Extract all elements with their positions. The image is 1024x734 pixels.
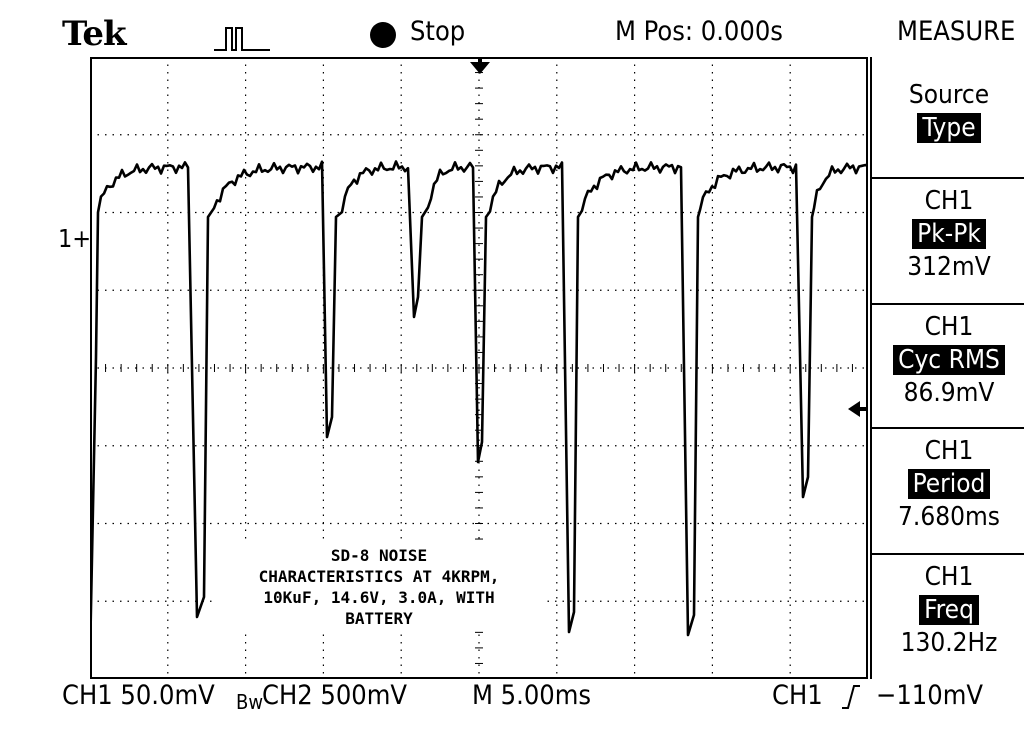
measurement-4-button[interactable]: CH1 Freq 130.2Hz [872, 561, 1024, 659]
measurement-2-button[interactable]: CH1 Cyc RMS 86.9mV [872, 311, 1024, 409]
measurement-3-button[interactable]: CH1 Period 7.680ms [872, 435, 1024, 533]
run-state: Stop [410, 16, 466, 47]
measurement-value: 312mV [907, 252, 991, 282]
ch1-waveform [90, 160, 868, 658]
measure-side-menu: Source Type CH1 Pk-Pk 312mV CH1 Cyc RMS … [870, 57, 1024, 679]
timebase: M 5.00ms [472, 680, 592, 711]
trigger-level: −110mV [876, 680, 983, 711]
annotation-line: CHARACTERISTICS AT 4KRPM, [258, 567, 500, 586]
measurement-source: CH1 [924, 186, 974, 216]
menu-divider [872, 177, 1024, 179]
top-status-bar: Tek Stop M Pos: 0.000s MEASURE [0, 0, 1024, 56]
trigger-source: CH1 [772, 680, 823, 711]
ch2-scale: CH2 500mV [262, 680, 408, 711]
pulse-trigger-icon [214, 27, 270, 51]
measurement-value: 130.2Hz [900, 628, 998, 658]
horizontal-position: M Pos: 0.000s [615, 16, 783, 47]
annotation-note: SD-8 NOISE CHARACTERISTICS AT 4KRPM, 10K… [214, 544, 544, 630]
source-type-button[interactable]: Source Type [872, 79, 1024, 145]
measurement-type: Period [907, 469, 991, 499]
menu-title: MEASURE [897, 16, 1016, 47]
ch1-ground-marker: 1+ [58, 224, 92, 253]
measurement-value: 7.680ms [898, 502, 1000, 532]
menu-divider [872, 303, 1024, 305]
measurement-1-button[interactable]: CH1 Pk-Pk 312mV [872, 185, 1024, 283]
measurement-type: Freq [919, 595, 979, 625]
measurement-source: CH1 [924, 312, 974, 342]
measurement-source: CH1 [924, 436, 974, 466]
trigger-position-icon [470, 58, 490, 74]
ch1-scale: CH1 50.0mV [62, 680, 215, 711]
annotation-line: 10KuF, 14.6V, 3.0A, WITH [263, 588, 495, 607]
bottom-status-bar: CH1 50.0mV Bw CH2 500mV M 5.00ms CH1 −11… [0, 676, 1024, 734]
annotation-line: SD-8 NOISE [330, 546, 428, 565]
rising-edge-icon [842, 685, 860, 709]
annotation-line: BATTERY [345, 609, 413, 628]
brand-logo: Tek [62, 14, 127, 54]
measurement-source: CH1 [924, 562, 974, 592]
measurement-type: Cyc RMS [893, 345, 1005, 375]
trigger-level-icon [848, 401, 868, 417]
bandwidth-limit-flag: Bw [236, 690, 264, 714]
source-label: Source [908, 80, 990, 110]
type-highlight: Type [917, 113, 981, 143]
menu-divider [872, 553, 1024, 555]
measurement-value: 86.9mV [903, 378, 995, 408]
measurement-type: Pk-Pk [912, 219, 986, 249]
menu-divider [872, 427, 1024, 429]
stop-indicator-icon [370, 22, 396, 48]
